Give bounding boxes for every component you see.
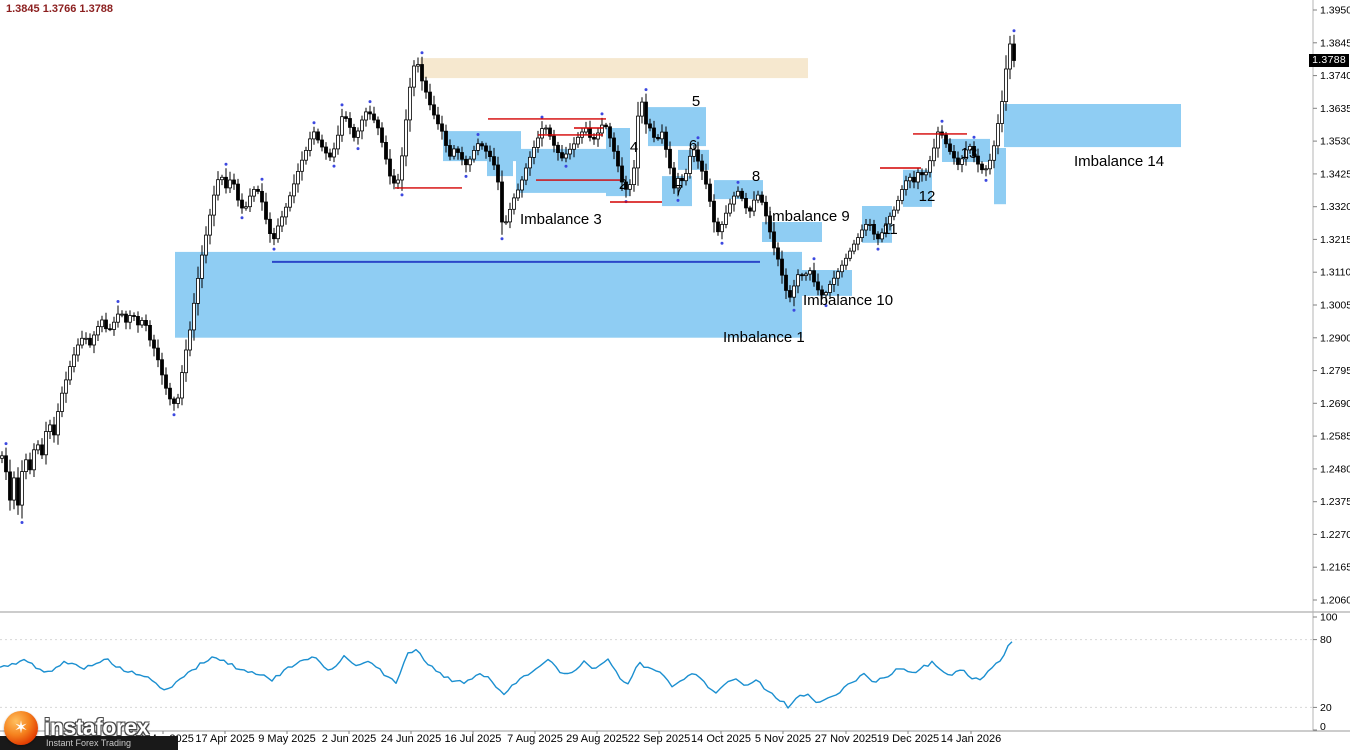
zone-number-label: 7 [675,182,683,199]
brand-subtitle: Instant Forex Trading [0,736,178,750]
price-tick-label: 1.3845 [1320,37,1350,49]
indicator-tick-label: 80 [1320,634,1332,646]
zone-number-label: 12 [919,188,936,205]
indicator-tick-label: 0 [1320,721,1326,733]
price-axis: 1.3950 1.3845 1.3740 1.3635 1.3530 1.3425 1.33… [1313,5,1350,607]
fractal-dots [4,29,1016,524]
price-tick-label: 1.2585 [1320,431,1350,443]
imbalance-label: Imbalance 1 [723,329,805,346]
imbalance-zone [1004,104,1181,148]
price-tick-label: 1.3740 [1320,70,1350,82]
zone-number-label: 6 [689,137,697,154]
imbalance-label: Imbalance 9 [768,208,850,225]
date-tick-label: 29 Aug 2025 [566,733,628,745]
brand-name: instaforex [44,714,149,740]
annotations: Imbalance 1 Imbalance 3 Imbalance 9 Imbalan… [520,93,1164,346]
price-tick-label: 1.2375 [1320,496,1350,508]
price-tick-label: 1.3110 [1320,267,1350,279]
indicator-tick-label: 20 [1320,702,1332,714]
date-tick-label: 24 Jun 2025 [381,733,442,745]
price-tick-label: 1.3530 [1320,136,1350,148]
zone-number-label: 5 [692,93,700,110]
date-tick-label: 16 Jul 2025 [445,733,502,745]
price-tick-label: 1.2270 [1320,529,1350,541]
quote-ohlc: 1.3845 1.3766 1.3788 [6,3,114,15]
price-tick-label: 1.3320 [1320,201,1350,213]
zone-number-label: 8 [752,168,760,185]
imbalance-label: Imbalance 3 [520,211,602,228]
imbalance-zone [994,148,1006,205]
zone-number-label: 4 [630,139,638,156]
date-tick-label: 7 Aug 2025 [507,733,563,745]
indicator-tick-label: 100 [1320,612,1338,624]
price-tick-label: 1.2060 [1320,595,1350,607]
price-tick-label: 1.3950 [1320,5,1350,17]
date-tick-label: 14 Oct 2025 [691,733,751,745]
instaforex-logo: Instant Forex Trading ✶ instaforex [0,704,182,750]
price-tick-label: 1.2795 [1320,365,1350,377]
imbalance-zone [648,107,706,147]
zone-number-label: 11 [882,221,898,238]
price-tick-label: 1.2480 [1320,463,1350,475]
imbalance-label: Imbalance 10 [803,292,893,309]
imbalance-zone [420,58,808,79]
zone-number-label: 13 [961,145,978,162]
price-tick-label: 1.2690 [1320,398,1350,410]
indicator-pane: 100 80 20 0 [0,612,1338,733]
price-tick-label: 1.2165 [1320,562,1350,574]
oscillator-line [0,641,1013,709]
candlestick-series [0,34,1016,519]
price-tick-label: 1.3215 [1320,234,1350,246]
imbalance-label: Imbalance 14 [1074,153,1164,170]
date-tick-label: 9 May 2025 [258,733,315,745]
date-tick-label: 2 Jun 2025 [322,733,376,745]
instaforex-logo-icon: ✶ [4,711,38,745]
current-price-badge: 1.3788 [1309,54,1349,67]
imbalance-zone [762,222,822,242]
date-tick-label: 19 Dec 2025 [877,733,939,745]
zone-number-label: 2 [619,176,627,193]
date-tick-label: 17 Apr 2025 [195,733,254,745]
date-tick-label: 5 Nov 2025 [755,733,811,745]
resistance-lines [395,118,967,203]
date-tick-label: 14 Jan 2026 [941,733,1002,745]
price-tick-label: 1.3005 [1320,300,1350,312]
date-tick-label: 22 Sep 2025 [628,733,690,745]
price-tick-label: 1.3425 [1320,168,1350,180]
price-tick-label: 1.2900 [1320,332,1350,344]
date-tick-label: 27 Nov 2025 [815,733,877,745]
price-tick-label: 1.3635 [1320,103,1350,115]
imbalance-zone [175,251,802,338]
